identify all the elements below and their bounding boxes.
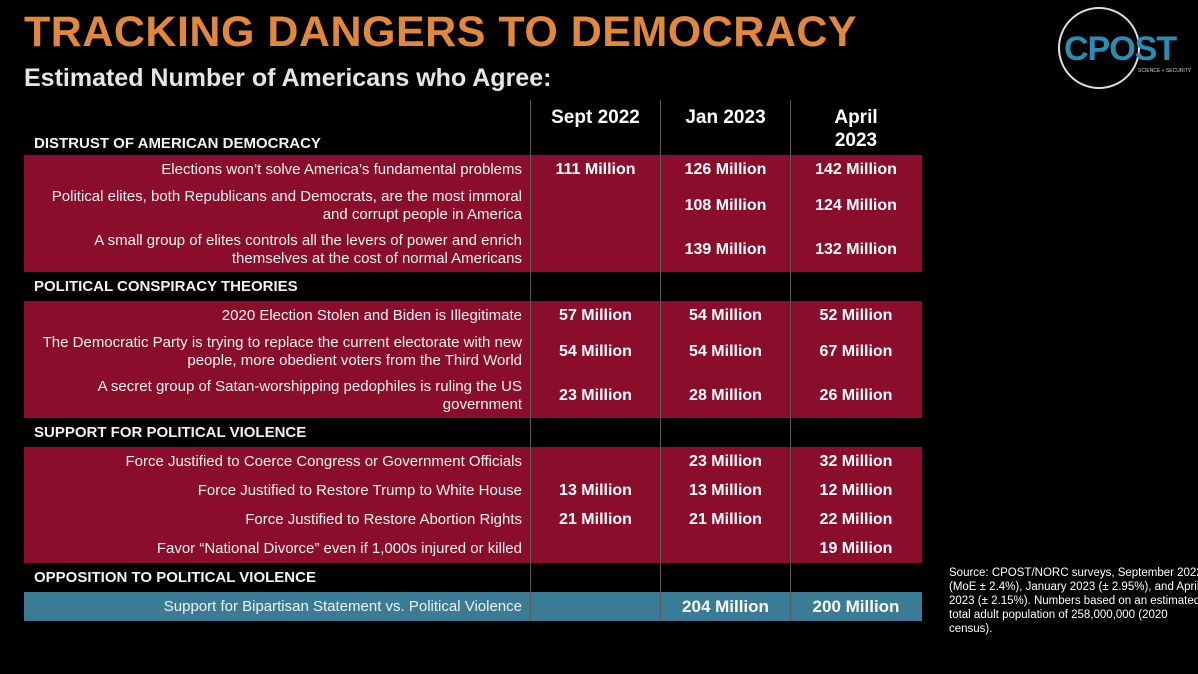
cell: 54 Million bbox=[660, 330, 790, 374]
table-row: Force Justified to Restore Abortion Righ… bbox=[24, 505, 922, 534]
row-label: Force Justified to Coerce Congress or Go… bbox=[125, 452, 522, 470]
cell bbox=[790, 272, 921, 301]
section-header: OPPOSITION TO POLITICAL VIOLENCE bbox=[24, 563, 922, 592]
cell bbox=[530, 447, 660, 476]
row-label: A secret group of Satan-worshipping pedo… bbox=[97, 378, 522, 413]
table-row: Elections won’t solve America’s fundamen… bbox=[24, 155, 922, 184]
cell: 13 Million bbox=[530, 476, 660, 505]
section-title: POLITICAL CONSPIRACY THEORIES bbox=[34, 277, 298, 295]
cell: 204 Million bbox=[660, 592, 790, 621]
cell: 57 Million bbox=[530, 301, 660, 330]
logo-ring bbox=[1058, 7, 1140, 89]
cell: 23 Million bbox=[660, 447, 790, 476]
cell: 52 Million bbox=[790, 301, 921, 330]
cell: 21 Million bbox=[660, 505, 790, 534]
section-header: SUPPORT FOR POLITICAL VIOLENCE bbox=[24, 418, 922, 447]
table-row: The Democratic Party is trying to replac… bbox=[24, 330, 922, 374]
section-title: SUPPORT FOR POLITICAL VIOLENCE bbox=[34, 423, 307, 441]
cell bbox=[660, 418, 790, 447]
cell: 139 Million bbox=[660, 228, 790, 272]
row-label: Elections won’t solve America’s fundamen… bbox=[161, 160, 522, 178]
row-label: Support for Bipartisan Statement vs. Pol… bbox=[163, 597, 522, 615]
table-row: Support for Bipartisan Statement vs. Pol… bbox=[24, 592, 922, 621]
section-title: DISTRUST OF AMERICAN DEMOCRACY bbox=[34, 135, 321, 152]
table-row: A secret group of Satan-worshipping pedo… bbox=[24, 374, 922, 418]
cell: 67 Million bbox=[790, 330, 921, 374]
cell bbox=[530, 272, 660, 301]
cell: 124 Million bbox=[790, 184, 921, 228]
row-label: A small group of elites controls all the… bbox=[94, 232, 522, 267]
cell: 111 Million bbox=[530, 155, 660, 184]
column-header: Jan 2023 bbox=[660, 100, 790, 155]
cell bbox=[530, 184, 660, 228]
cell bbox=[530, 418, 660, 447]
row-label: The Democratic Party is trying to replac… bbox=[42, 334, 522, 369]
cell: 13 Million bbox=[660, 476, 790, 505]
row-label: Force Justified to Restore Trump to Whit… bbox=[197, 481, 522, 499]
cell: 54 Million bbox=[660, 301, 790, 330]
cell bbox=[660, 563, 790, 592]
cell: 26 Million bbox=[790, 374, 921, 418]
column-header: Sept 2022 bbox=[530, 100, 660, 155]
cell: 28 Million bbox=[660, 374, 790, 418]
cell bbox=[660, 272, 790, 301]
cell: 23 Million bbox=[530, 374, 660, 418]
table: DISTRUST OF AMERICAN DEMOCRACY Sept 2022 J… bbox=[24, 100, 922, 621]
table-row: A small group of elites controls all the… bbox=[24, 228, 922, 272]
cell: 200 Million bbox=[790, 592, 921, 621]
section-title: OPPOSITION TO POLITICAL VIOLENCE bbox=[34, 568, 316, 586]
table-row: Political elites, both Republicans and D… bbox=[24, 184, 922, 228]
table-row: Force Justified to Coerce Congress or Go… bbox=[24, 447, 922, 476]
source-note: Source: CPOST/NORC surveys, September 20… bbox=[949, 567, 1198, 635]
cell: 108 Million bbox=[660, 184, 790, 228]
section-header: DISTRUST OF AMERICAN DEMOCRACY Sept 2022 J… bbox=[24, 100, 922, 155]
cell: 22 Million bbox=[790, 505, 921, 534]
cell: 32 Million bbox=[790, 447, 921, 476]
cell bbox=[530, 534, 660, 563]
cell bbox=[530, 592, 660, 621]
row-label: Force Justified to Restore Abortion Righ… bbox=[245, 510, 522, 528]
table-row: 2020 Election Stolen and Biden is Illegi… bbox=[24, 301, 922, 330]
title: TRACKING DANGERS TO DEMOCRACY bbox=[24, 8, 858, 56]
subtitle: Estimated Number of Americans who Agree: bbox=[24, 64, 552, 92]
table-row: Force Justified to Restore Trump to Whit… bbox=[24, 476, 922, 505]
cell: 21 Million bbox=[530, 505, 660, 534]
cell bbox=[530, 563, 660, 592]
column-header: April 2023 bbox=[790, 100, 921, 155]
logo-tagline: SCIENCE + SECURITY bbox=[1138, 68, 1192, 74]
row-label: Favor “National Divorce” even if 1,000s … bbox=[156, 539, 522, 557]
row-label: 2020 Election Stolen and Biden is Illegi… bbox=[221, 306, 522, 324]
cell: 126 Million bbox=[660, 155, 790, 184]
cell: 12 Million bbox=[790, 476, 921, 505]
cell: 19 Million bbox=[790, 534, 921, 563]
cell: 54 Million bbox=[530, 330, 660, 374]
row-label: Political elites, both Republicans and D… bbox=[51, 188, 522, 223]
logo-text: CPOST bbox=[1064, 30, 1177, 68]
cell bbox=[660, 534, 790, 563]
section-header: POLITICAL CONSPIRACY THEORIES bbox=[24, 272, 922, 301]
cell bbox=[790, 563, 921, 592]
cell bbox=[790, 418, 921, 447]
table-row: Favor “National Divorce” even if 1,000s … bbox=[24, 534, 922, 563]
cell bbox=[530, 228, 660, 272]
cell: 132 Million bbox=[790, 228, 921, 272]
cell: 142 Million bbox=[790, 155, 921, 184]
